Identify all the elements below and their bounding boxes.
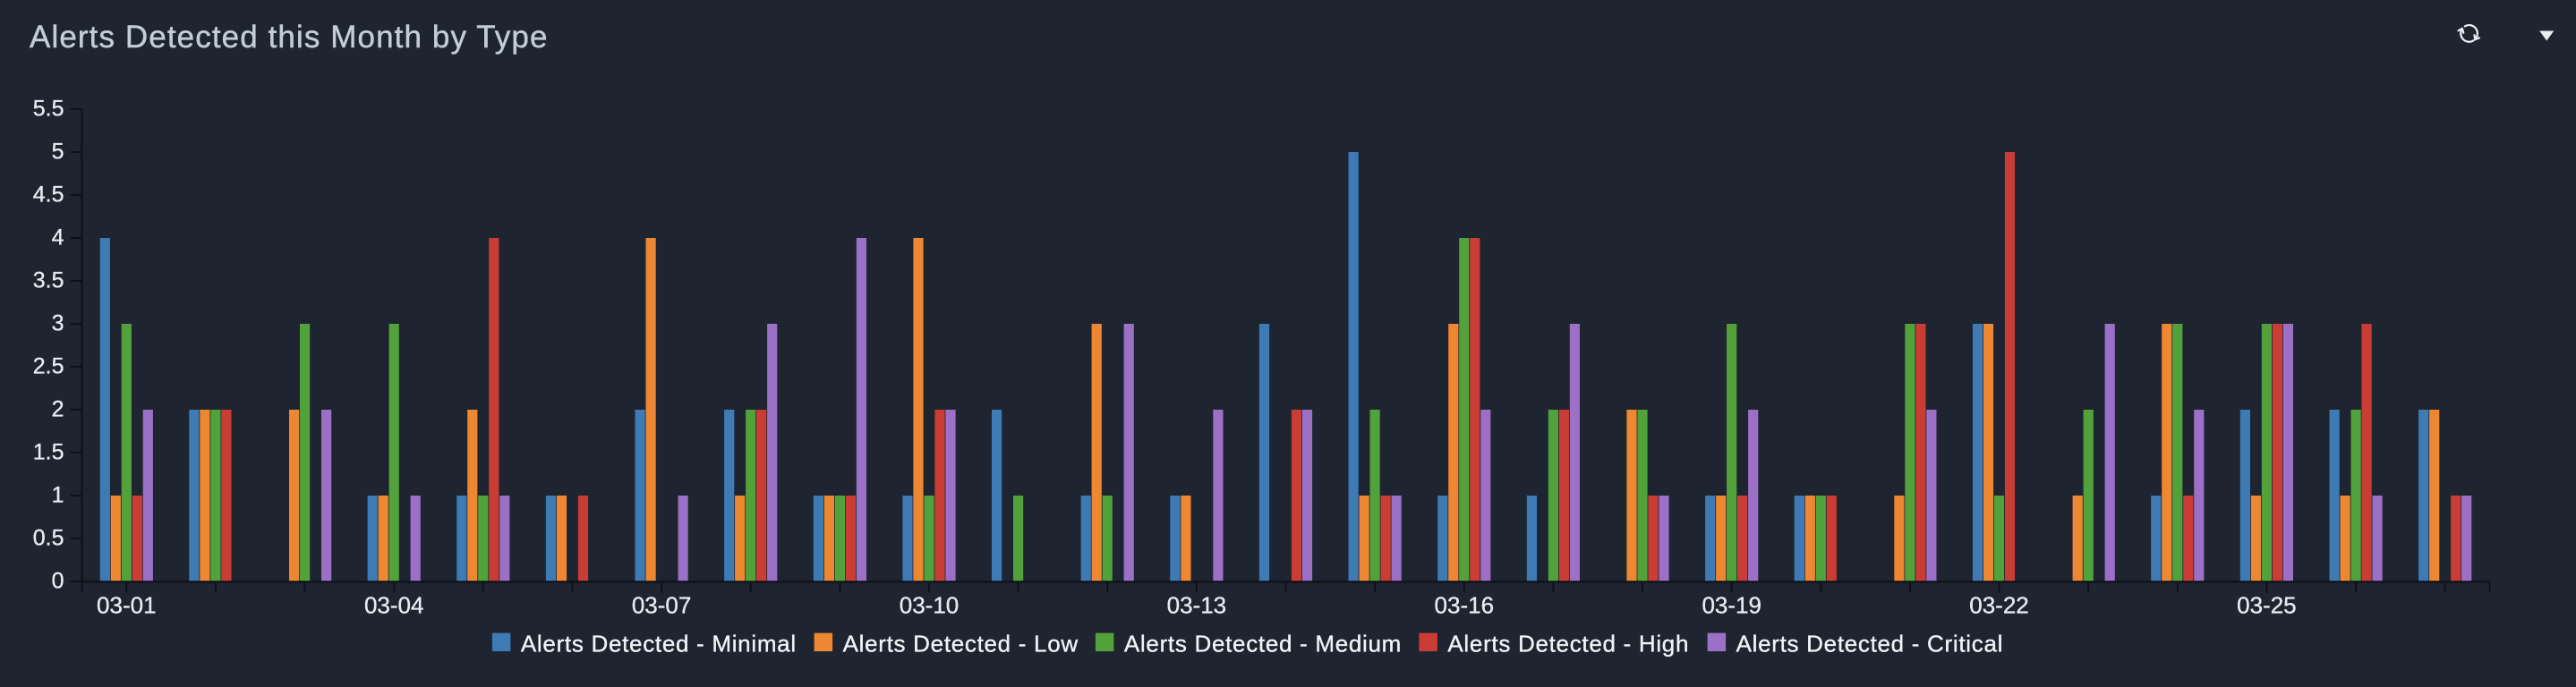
svg-text:0.5: 0.5	[33, 526, 64, 551]
svg-text:03-19: 03-19	[1702, 592, 1761, 619]
svg-text:03-16: 03-16	[1435, 592, 1495, 619]
svg-text:Alerts Detected - Medium: Alerts Detected - Medium	[1124, 631, 1402, 657]
svg-text:03-04: 03-04	[364, 592, 424, 619]
svg-text:03-10: 03-10	[900, 592, 960, 619]
svg-text:3: 3	[52, 311, 64, 336]
svg-text:4.5: 4.5	[33, 182, 64, 208]
svg-text:4: 4	[52, 225, 64, 250]
svg-text:Alerts Detected - High: Alerts Detected - High	[1447, 631, 1689, 657]
svg-text:Alerts Detected this Month by: Alerts Detected this Month by Type	[30, 20, 549, 55]
svg-text:Alerts Detected - Low: Alerts Detected - Low	[843, 631, 1079, 657]
svg-text:03-01: 03-01	[97, 592, 157, 619]
svg-text:1.5: 1.5	[33, 440, 64, 465]
svg-text:2.5: 2.5	[33, 354, 64, 379]
svg-text:Alerts Detected - Minimal: Alerts Detected - Minimal	[521, 631, 797, 657]
svg-text:3.5: 3.5	[33, 268, 64, 293]
svg-text:5.5: 5.5	[33, 97, 64, 122]
svg-text:03-13: 03-13	[1167, 592, 1227, 619]
svg-text:Alerts Detected - Critical: Alerts Detected - Critical	[1736, 631, 2004, 657]
svg-text:2: 2	[52, 397, 64, 422]
svg-text:1: 1	[52, 483, 64, 508]
svg-text:5: 5	[52, 140, 64, 165]
svg-text:03-07: 03-07	[632, 592, 692, 619]
svg-text:03-25: 03-25	[2237, 592, 2297, 619]
svg-text:03-22: 03-22	[1969, 592, 2029, 619]
svg-text:0: 0	[52, 569, 64, 594]
